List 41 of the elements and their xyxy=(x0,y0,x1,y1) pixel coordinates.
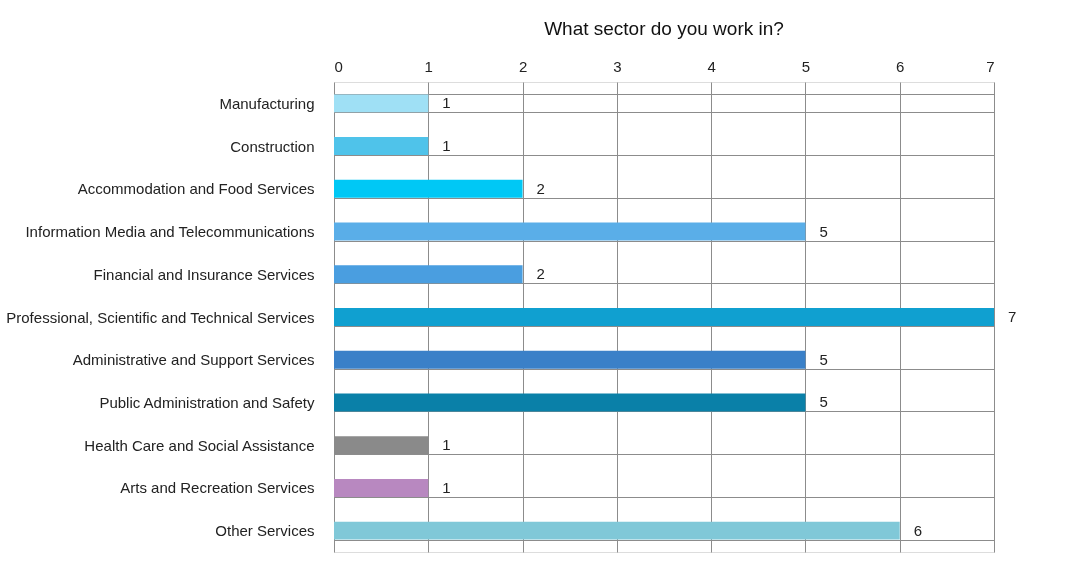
bar xyxy=(334,265,523,284)
y-tick-label: Manufacturing xyxy=(219,94,315,112)
bar xyxy=(334,94,429,113)
chart-title: What sector do you work in? xyxy=(544,18,784,39)
data-label: 1 xyxy=(442,478,451,496)
x-tick-label: 7 xyxy=(986,57,995,75)
bar xyxy=(334,308,994,326)
y-tick-label: Accommodation and Food Services xyxy=(77,180,315,198)
x-tick-label: 5 xyxy=(801,57,811,75)
data-label: 1 xyxy=(442,94,451,112)
bar xyxy=(334,478,429,497)
x-tick-label: 3 xyxy=(613,57,622,75)
data-label: 2 xyxy=(536,179,545,197)
data-label: 7 xyxy=(1008,308,1017,325)
y-tick-label: Construction xyxy=(230,137,315,155)
y-tick-label: Public Administration and Safety xyxy=(99,393,315,411)
x-tick-label: 1 xyxy=(424,57,433,75)
y-tick-label: Arts and Recreation Services xyxy=(120,479,315,497)
data-label: 1 xyxy=(442,137,451,155)
bar xyxy=(334,521,900,540)
x-tick-label: 0 xyxy=(334,57,343,75)
x-tick-label: 2 xyxy=(518,57,528,75)
y-tick-label: Administrative and Support Services xyxy=(72,351,315,369)
y-tick-label: Other Services xyxy=(215,522,315,540)
bar xyxy=(334,179,523,198)
data-label: 5 xyxy=(819,222,828,240)
data-label: 5 xyxy=(819,350,828,368)
y-tick-label: Information Media and Telecommunications xyxy=(25,223,315,241)
x-tick-label: 4 xyxy=(707,57,716,75)
data-label: 5 xyxy=(819,393,828,411)
data-label: 1 xyxy=(442,436,451,454)
x-tick-label: 6 xyxy=(896,57,905,75)
data-label: 6 xyxy=(913,521,923,539)
bar xyxy=(334,137,429,156)
data-label: 2 xyxy=(536,265,545,283)
y-tick-label: Health Care and Social Assistance xyxy=(84,436,315,454)
bar xyxy=(334,393,806,412)
bar xyxy=(334,222,806,241)
y-tick-label: Professional, Scientific and Technical Services xyxy=(6,308,315,326)
bar xyxy=(334,350,806,369)
y-tick-label: Financial and Insurance Services xyxy=(93,265,315,283)
